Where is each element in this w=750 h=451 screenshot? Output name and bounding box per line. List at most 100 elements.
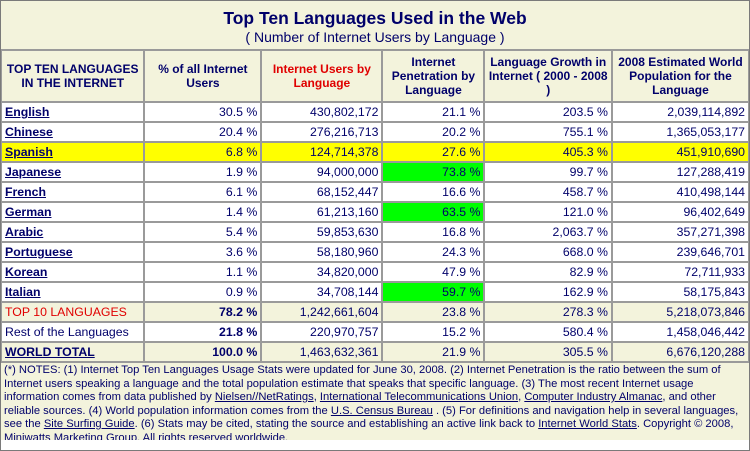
penetration-cell: 15.2 %	[382, 322, 485, 342]
population-cell: 410,498,144	[611, 182, 749, 202]
world-total-row: WORLD TOTAL 100.0 % 1,463,632,361 21.9 %…	[1, 342, 749, 362]
top10-label: TOP 10 LANGUAGES	[1, 302, 145, 322]
percent-cell: 21.8 %	[144, 322, 262, 342]
penetration-cell: 21.9 %	[382, 342, 485, 362]
population-cell: 357,271,398	[611, 222, 749, 242]
language-link[interactable]: Italian	[1, 282, 145, 302]
users-cell: 59,853,630	[261, 222, 383, 242]
growth-cell: 405.3 %	[484, 142, 612, 162]
notes-part: . Copyright © 2008, Miniwatts Marketing …	[4, 418, 734, 440]
table-row: Arabic 5.4 % 59,853,630 16.8 % 2,063.7 %…	[1, 222, 749, 242]
percent-cell: 78.2 %	[144, 302, 262, 322]
col-header-penetration: Internet Penetration by Language	[382, 50, 485, 102]
growth-cell: 203.5 %	[484, 102, 612, 122]
population-cell: 1,365,053,177	[611, 122, 749, 142]
language-link[interactable]: French	[1, 182, 145, 202]
penetration-cell: 59.7 %	[382, 282, 485, 302]
users-cell: 58,180,960	[261, 242, 383, 262]
notes-text: (*) NOTES: (1) Internet Top Ten Language…	[1, 362, 749, 440]
title-box: Top Ten Languages Used in the Web ( Numb…	[1, 1, 749, 50]
users-cell: 220,970,757	[261, 322, 383, 342]
table-row: Japanese 1.9 % 94,000,000 73.8 % 99.7 % …	[1, 162, 749, 182]
growth-cell: 580.4 %	[484, 322, 612, 342]
users-cell: 1,463,632,361	[261, 342, 383, 362]
users-cell: 1,242,661,604	[261, 302, 383, 322]
col-header-language: TOP TEN LANGUAGES IN THE INTERNET	[1, 50, 145, 102]
notes-part: (*) NOTES: (1) Internet Top Ten Language…	[4, 364, 721, 403]
table-header-row: TOP TEN LANGUAGES IN THE INTERNET % of a…	[1, 50, 749, 102]
percent-cell: 1.1 %	[144, 262, 262, 282]
penetration-cell: 16.6 %	[382, 182, 485, 202]
notes-part: , and other reliable sources. (4) World …	[4, 391, 716, 417]
population-cell: 2,039,114,892	[611, 102, 749, 122]
growth-cell: 755.1 %	[484, 122, 612, 142]
population-cell: 6,676,120,288	[611, 342, 749, 362]
percent-cell: 1.9 %	[144, 162, 262, 182]
language-link[interactable]: Arabic	[1, 222, 145, 242]
language-link[interactable]: German	[1, 202, 145, 222]
penetration-cell: 73.8 %	[382, 162, 485, 182]
percent-cell: 20.4 %	[144, 122, 262, 142]
language-link[interactable]: Portuguese	[1, 242, 145, 262]
population-cell: 72,711,933	[611, 262, 749, 282]
almanac-link[interactable]: Computer Industry Almanac	[524, 391, 663, 403]
percent-cell: 3.6 %	[144, 242, 262, 262]
language-link[interactable]: Chinese	[1, 122, 145, 142]
users-cell: 34,708,144	[261, 282, 383, 302]
population-cell: 1,458,046,442	[611, 322, 749, 342]
nielsen-link[interactable]: Nielsen//NetRatings	[214, 391, 314, 403]
table-row: Portuguese 3.6 % 58,180,960 24.3 % 668.0…	[1, 242, 749, 262]
col-header-percent: % of all Internet Users	[144, 50, 262, 102]
percent-cell: 1.4 %	[144, 202, 262, 222]
population-cell: 451,910,690	[611, 142, 749, 162]
penetration-cell: 27.6 %	[382, 142, 485, 162]
growth-cell: 458.7 %	[484, 182, 612, 202]
users-cell: 276,216,713	[261, 122, 383, 142]
users-cell: 34,820,000	[261, 262, 383, 282]
population-cell: 127,288,419	[611, 162, 749, 182]
percent-cell: 5.4 %	[144, 222, 262, 242]
language-link[interactable]: English	[1, 102, 145, 122]
notes-part: . (5) For definitions and navigation hel…	[4, 404, 739, 431]
top10-total-row: TOP 10 LANGUAGES 78.2 % 1,242,661,604 23…	[1, 302, 749, 322]
table-row: Spanish 6.8 % 124,714,378 27.6 % 405.3 %…	[1, 142, 749, 162]
growth-cell: 305.5 %	[484, 342, 612, 362]
users-cell: 430,802,172	[261, 102, 383, 122]
growth-cell: 278.3 %	[484, 302, 612, 322]
page-subtitle: ( Number of Internet Users by Language )	[245, 29, 505, 45]
rest-row: Rest of the Languages 21.8 % 220,970,757…	[1, 322, 749, 342]
table-row: Korean 1.1 % 34,820,000 47.9 % 82.9 % 72…	[1, 262, 749, 282]
table-row: German 1.4 % 61,213,160 63.5 % 121.0 % 9…	[1, 202, 749, 222]
penetration-cell: 63.5 %	[382, 202, 485, 222]
page-title: Top Ten Languages Used in the Web	[223, 8, 527, 28]
growth-cell: 668.0 %	[484, 242, 612, 262]
percent-cell: 6.8 %	[144, 142, 262, 162]
population-cell: 96,402,649	[611, 202, 749, 222]
penetration-cell: 20.2 %	[382, 122, 485, 142]
growth-cell: 82.9 %	[484, 262, 612, 282]
rest-label: Rest of the Languages	[1, 322, 145, 342]
itu-link[interactable]: International Telecommunications Union	[319, 391, 519, 403]
world-total-link[interactable]: WORLD TOTAL	[1, 342, 145, 362]
surfing-guide-link[interactable]: Site Surfing Guide	[43, 418, 135, 430]
penetration-cell: 21.1 %	[382, 102, 485, 122]
notes-sep: ,	[518, 391, 525, 403]
iws-link[interactable]: Internet World Stats	[538, 418, 637, 430]
languages-table: TOP TEN LANGUAGES IN THE INTERNET % of a…	[1, 50, 749, 362]
percent-cell: 100.0 %	[144, 342, 262, 362]
col-header-users: Internet Users by Language	[261, 50, 383, 102]
growth-cell: 2,063.7 %	[484, 222, 612, 242]
users-cell: 68,152,447	[261, 182, 383, 202]
language-link[interactable]: Korean	[1, 262, 145, 282]
table-row: English 30.5 % 430,802,172 21.1 % 203.5 …	[1, 102, 749, 122]
population-cell: 5,218,073,846	[611, 302, 749, 322]
census-link[interactable]: U.S. Census Bureau	[330, 404, 433, 417]
notes-sep: ,	[313, 391, 320, 403]
col-header-population: 2008 Estimated World Population for the …	[611, 50, 749, 102]
language-link[interactable]: Spanish	[1, 142, 145, 162]
penetration-cell: 23.8 %	[382, 302, 485, 322]
percent-cell: 30.5 %	[144, 102, 262, 122]
language-link[interactable]: Japanese	[1, 162, 145, 182]
notes-part: . (6) Stats may be cited, stating the so…	[134, 418, 539, 430]
users-cell: 94,000,000	[261, 162, 383, 182]
